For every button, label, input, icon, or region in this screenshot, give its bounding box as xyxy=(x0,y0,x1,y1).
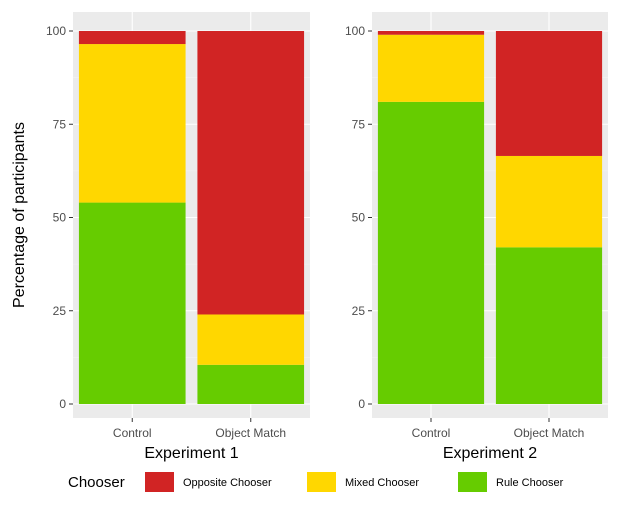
bar-rule-chooser xyxy=(495,247,603,404)
legend-swatch xyxy=(145,472,174,492)
x-tick-label: Object Match xyxy=(215,426,286,440)
x-tick-label: Control xyxy=(412,426,451,440)
y-tick-label: 0 xyxy=(358,397,365,411)
bar-rule-chooser xyxy=(377,101,485,405)
bar-mixed-chooser xyxy=(377,34,485,102)
bar-rule-chooser xyxy=(78,202,186,404)
legend-label: Opposite Chooser xyxy=(183,477,272,489)
y-axis-title: Percentage of participants xyxy=(11,122,28,308)
bar-opposite-chooser xyxy=(197,31,305,315)
y-tick-label: 100 xyxy=(46,24,66,38)
y-tick-label: 75 xyxy=(53,117,67,131)
legend-label: Mixed Chooser xyxy=(345,477,419,489)
y-tick-label: 50 xyxy=(352,211,366,225)
legend-swatch xyxy=(458,472,487,492)
x-tick-label: Object Match xyxy=(514,426,585,440)
bar-mixed-chooser xyxy=(78,44,186,203)
y-tick-label: 50 xyxy=(53,211,67,225)
legend-swatch xyxy=(307,472,336,492)
y-tick-label: 25 xyxy=(352,304,366,318)
bar-rule-chooser xyxy=(197,364,305,404)
bar-mixed-chooser xyxy=(495,155,603,248)
y-tick-label: 75 xyxy=(352,117,366,131)
legend-title: Chooser xyxy=(68,474,125,491)
y-tick-label: 25 xyxy=(53,304,67,318)
x-axis-title: Experiment 2 xyxy=(443,445,537,462)
y-tick-label: 0 xyxy=(59,397,66,411)
bar-opposite-chooser xyxy=(495,31,603,156)
bar-opposite-chooser xyxy=(78,31,186,45)
x-axis-title: Experiment 1 xyxy=(144,445,238,462)
x-tick-label: Control xyxy=(113,426,152,440)
bar-opposite-chooser xyxy=(377,31,485,35)
bar-mixed-chooser xyxy=(197,314,305,365)
y-tick-label: 100 xyxy=(345,24,365,38)
legend-label: Rule Chooser xyxy=(496,477,564,489)
